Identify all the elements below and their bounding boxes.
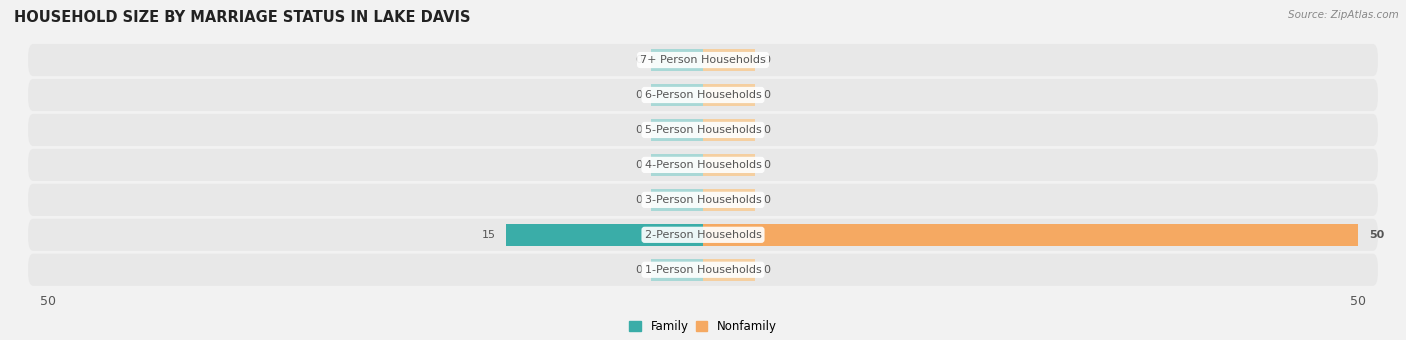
- Bar: [651, 119, 703, 141]
- Bar: [703, 154, 755, 176]
- Text: 0: 0: [636, 55, 643, 65]
- Text: 0: 0: [763, 55, 770, 65]
- Text: 7+ Person Households: 7+ Person Households: [640, 55, 766, 65]
- FancyBboxPatch shape: [28, 149, 1378, 181]
- Text: 0: 0: [763, 90, 770, 100]
- Bar: [651, 154, 703, 176]
- FancyBboxPatch shape: [28, 219, 1378, 251]
- Text: 0: 0: [636, 90, 643, 100]
- Text: 6-Person Households: 6-Person Households: [644, 90, 762, 100]
- Text: Source: ZipAtlas.com: Source: ZipAtlas.com: [1288, 10, 1399, 20]
- Bar: [651, 84, 703, 106]
- Text: HOUSEHOLD SIZE BY MARRIAGE STATUS IN LAKE DAVIS: HOUSEHOLD SIZE BY MARRIAGE STATUS IN LAK…: [14, 10, 471, 25]
- Bar: [703, 224, 1358, 246]
- FancyBboxPatch shape: [28, 44, 1378, 76]
- Text: 0: 0: [636, 195, 643, 205]
- Bar: [703, 259, 755, 280]
- Legend: Family, Nonfamily: Family, Nonfamily: [624, 315, 782, 338]
- Text: 0: 0: [763, 265, 770, 275]
- Text: 0: 0: [636, 125, 643, 135]
- Text: 1-Person Households: 1-Person Households: [644, 265, 762, 275]
- Bar: [703, 84, 755, 106]
- Text: 0: 0: [636, 160, 643, 170]
- Text: 2-Person Households: 2-Person Households: [644, 230, 762, 240]
- FancyBboxPatch shape: [28, 254, 1378, 286]
- Bar: [703, 189, 755, 211]
- Text: 0: 0: [636, 265, 643, 275]
- Text: 0: 0: [763, 125, 770, 135]
- Text: 4-Person Households: 4-Person Households: [644, 160, 762, 170]
- FancyBboxPatch shape: [28, 184, 1378, 216]
- FancyBboxPatch shape: [28, 79, 1378, 111]
- Text: 15: 15: [482, 230, 496, 240]
- Bar: [703, 119, 755, 141]
- Bar: [703, 49, 755, 71]
- Bar: [651, 49, 703, 71]
- Text: 3-Person Households: 3-Person Households: [644, 195, 762, 205]
- Bar: [506, 224, 703, 246]
- Text: 50: 50: [1368, 230, 1384, 240]
- Bar: [651, 259, 703, 280]
- Text: 5-Person Households: 5-Person Households: [644, 125, 762, 135]
- Text: 0: 0: [763, 195, 770, 205]
- Bar: [651, 189, 703, 211]
- FancyBboxPatch shape: [28, 114, 1378, 146]
- Text: 0: 0: [763, 160, 770, 170]
